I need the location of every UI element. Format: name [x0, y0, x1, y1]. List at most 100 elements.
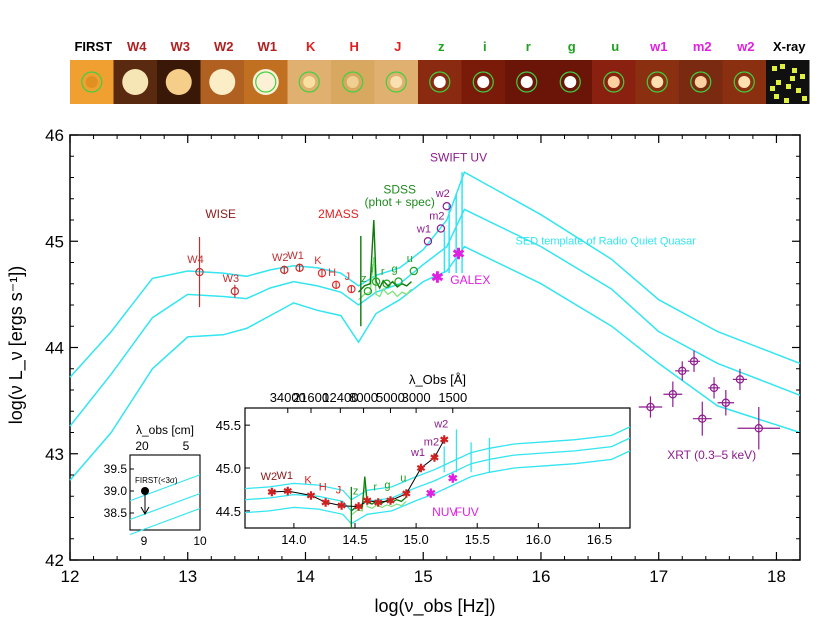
inset-template-upper — [244, 426, 631, 501]
data-point — [371, 277, 381, 286]
inset-spectrum-light — [350, 480, 407, 516]
inset-top-tick-label: 21600 — [293, 390, 329, 405]
thumbnail-label: W4 — [127, 39, 147, 54]
point-label: H — [328, 267, 336, 279]
inset-template-middle — [244, 437, 631, 512]
inset-top-tick-label: 12400 — [322, 390, 358, 405]
point-label: W1 — [287, 250, 304, 262]
thumbnail-h: H — [331, 39, 375, 104]
thumbnail-first: FIRST — [70, 39, 114, 104]
thumbnail-label: K — [306, 39, 316, 54]
data-point — [442, 201, 451, 211]
radio-inset-y-tick-label: 39.5 — [104, 462, 128, 476]
thumbnail-source — [607, 76, 620, 88]
series-xrt-0-3-5-kev- — [638, 350, 780, 450]
inset-x-tick-label: 16.5 — [587, 532, 612, 547]
data-point — [382, 279, 391, 288]
thumbnail-label: u — [611, 39, 619, 54]
annotation-label: 2MASS — [318, 207, 359, 221]
data-point — [409, 266, 419, 276]
upper-limit-arrow-head — [140, 506, 150, 516]
point-label: K — [314, 255, 322, 267]
thumbnail-source — [477, 76, 490, 88]
data-point — [394, 277, 403, 286]
thumbnail-label: W2 — [214, 39, 234, 54]
xray-pixel — [776, 80, 781, 85]
thumbnail-source — [346, 76, 359, 88]
point-label: u — [407, 253, 413, 265]
aperture-circle — [81, 71, 103, 93]
aperture-circle — [559, 71, 581, 93]
annotation-label: GALEX — [450, 273, 490, 287]
thumbnail-label: z — [438, 39, 445, 54]
xray-pixel — [772, 66, 777, 71]
aperture-circle — [385, 71, 407, 93]
x-tick-label: 17 — [649, 567, 668, 586]
y-tick-label: 45 — [45, 232, 64, 251]
inset-data-point: ✱ — [374, 497, 383, 509]
annotation-label: XRT (0.3–5 keV) — [667, 448, 756, 462]
data-point — [646, 402, 655, 412]
series-sdss: zi r gu — [361, 253, 419, 296]
data-point — [689, 357, 699, 366]
point-label: g — [391, 264, 397, 276]
thumbnail-source — [520, 76, 533, 88]
inset-data-point: ✱ — [440, 435, 449, 447]
thumbnail-w1: W1 — [244, 39, 288, 104]
radio-inset-template — [129, 474, 201, 502]
series-galex: ✱✱ — [431, 246, 465, 286]
point-label: W4 — [187, 254, 204, 266]
data-point — [735, 375, 745, 384]
inset-point-label: u — [400, 473, 406, 485]
y-axis-label: log(ν L_ν [ergs s⁻¹]) — [6, 266, 27, 425]
thumbnail-x-ray: X-ray — [766, 39, 810, 104]
inset-x-tick-label: 16.0 — [526, 532, 551, 547]
annotation-label: SWIFT UV — [430, 151, 487, 165]
point-label: W2 — [272, 252, 289, 264]
data-point — [436, 224, 446, 233]
xray-pixel — [792, 68, 797, 73]
xray-pixel — [790, 76, 795, 81]
thumbnail-source — [209, 69, 236, 95]
data-point — [668, 390, 678, 399]
thumbnail-r: r — [505, 39, 549, 104]
inset-x-tick-label: 14.5 — [342, 532, 367, 547]
thumbnail-w3: W3 — [157, 39, 201, 104]
aperture-circle — [733, 71, 755, 93]
annotation-label: WISE — [205, 207, 236, 221]
y-tick-label: 42 — [45, 551, 64, 570]
inset-point-label: z — [353, 486, 359, 498]
thumbnail-label: i — [483, 39, 487, 54]
xray-pixel — [780, 64, 785, 69]
data-point — [195, 267, 204, 277]
point-label: J — [345, 271, 351, 283]
x-tick-label: 14 — [296, 567, 315, 586]
data-point — [754, 424, 763, 433]
thumbnail-label: W3 — [171, 39, 191, 54]
thumbnail-u: u — [592, 39, 636, 104]
inset-y-tick-label: 44.5 — [216, 504, 241, 519]
xray-pixel — [796, 88, 801, 93]
thumbnail-w2: w2 — [722, 39, 766, 104]
data-point — [363, 286, 373, 296]
inset-top-tick-label: 34000 — [270, 390, 306, 405]
inset-point-label: r — [373, 481, 377, 493]
inset-point-label: H — [319, 481, 327, 493]
zoom-inset: ✱W2✱W1✱K✱H✱J✱z✱i✱r✱g✱u✱w1 ✱m2 ✱w2✱NUV✱FUV1… — [216, 372, 631, 547]
xray-pixel — [784, 98, 789, 103]
point-label: z — [361, 273, 367, 285]
data-point — [331, 280, 341, 290]
inset-point-label: W2 — [261, 471, 278, 483]
radio-inset-y-tick-label: 38.5 — [104, 506, 128, 520]
aperture-circle — [342, 71, 364, 93]
x-tick-label: 12 — [61, 567, 80, 586]
inset-x-tick-label: 14.0 — [281, 532, 306, 547]
y-tick-label: 46 — [45, 126, 64, 145]
thumbnail-label: W1 — [258, 39, 278, 54]
inset-point-label: g — [384, 480, 390, 492]
inset-top-tick-label: 5000 — [376, 390, 405, 405]
